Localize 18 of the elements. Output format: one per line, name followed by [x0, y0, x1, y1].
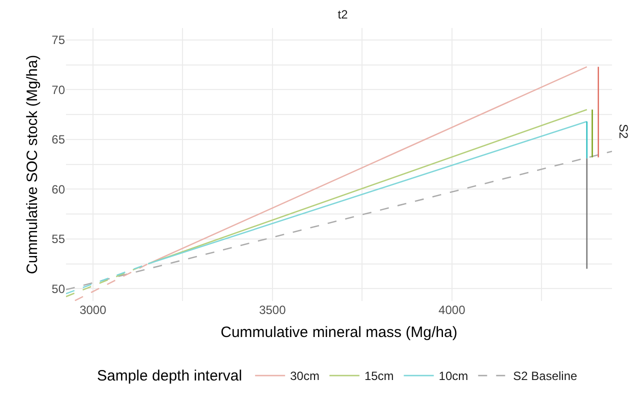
y-tick-label: 55: [52, 232, 66, 246]
y-tick-label: 60: [52, 182, 66, 196]
y-tick-label: 50: [52, 282, 66, 296]
legend-label: 30cm: [290, 369, 320, 384]
legend-label: 10cm: [438, 369, 468, 384]
y-tick-label: 75: [52, 33, 66, 48]
legend-label: 15cm: [364, 369, 394, 384]
y-axis-title: Cummulative SOC stock (Mg/ha): [24, 54, 41, 274]
y-tick-label: 65: [52, 132, 66, 147]
legend-title: Sample depth interval: [97, 368, 242, 385]
x-tick-label: 3000: [80, 303, 107, 317]
chart-title: t2: [338, 7, 348, 22]
legend-label: S2 Baseline: [513, 369, 578, 384]
x-tick-label: 4000: [438, 303, 466, 317]
x-tick-label: 3500: [259, 303, 286, 317]
text: S2: [616, 124, 629, 140]
x-axis-title: Cummulative mineral mass (Mg/ha): [220, 324, 458, 341]
y-tick-label: 70: [52, 82, 66, 97]
